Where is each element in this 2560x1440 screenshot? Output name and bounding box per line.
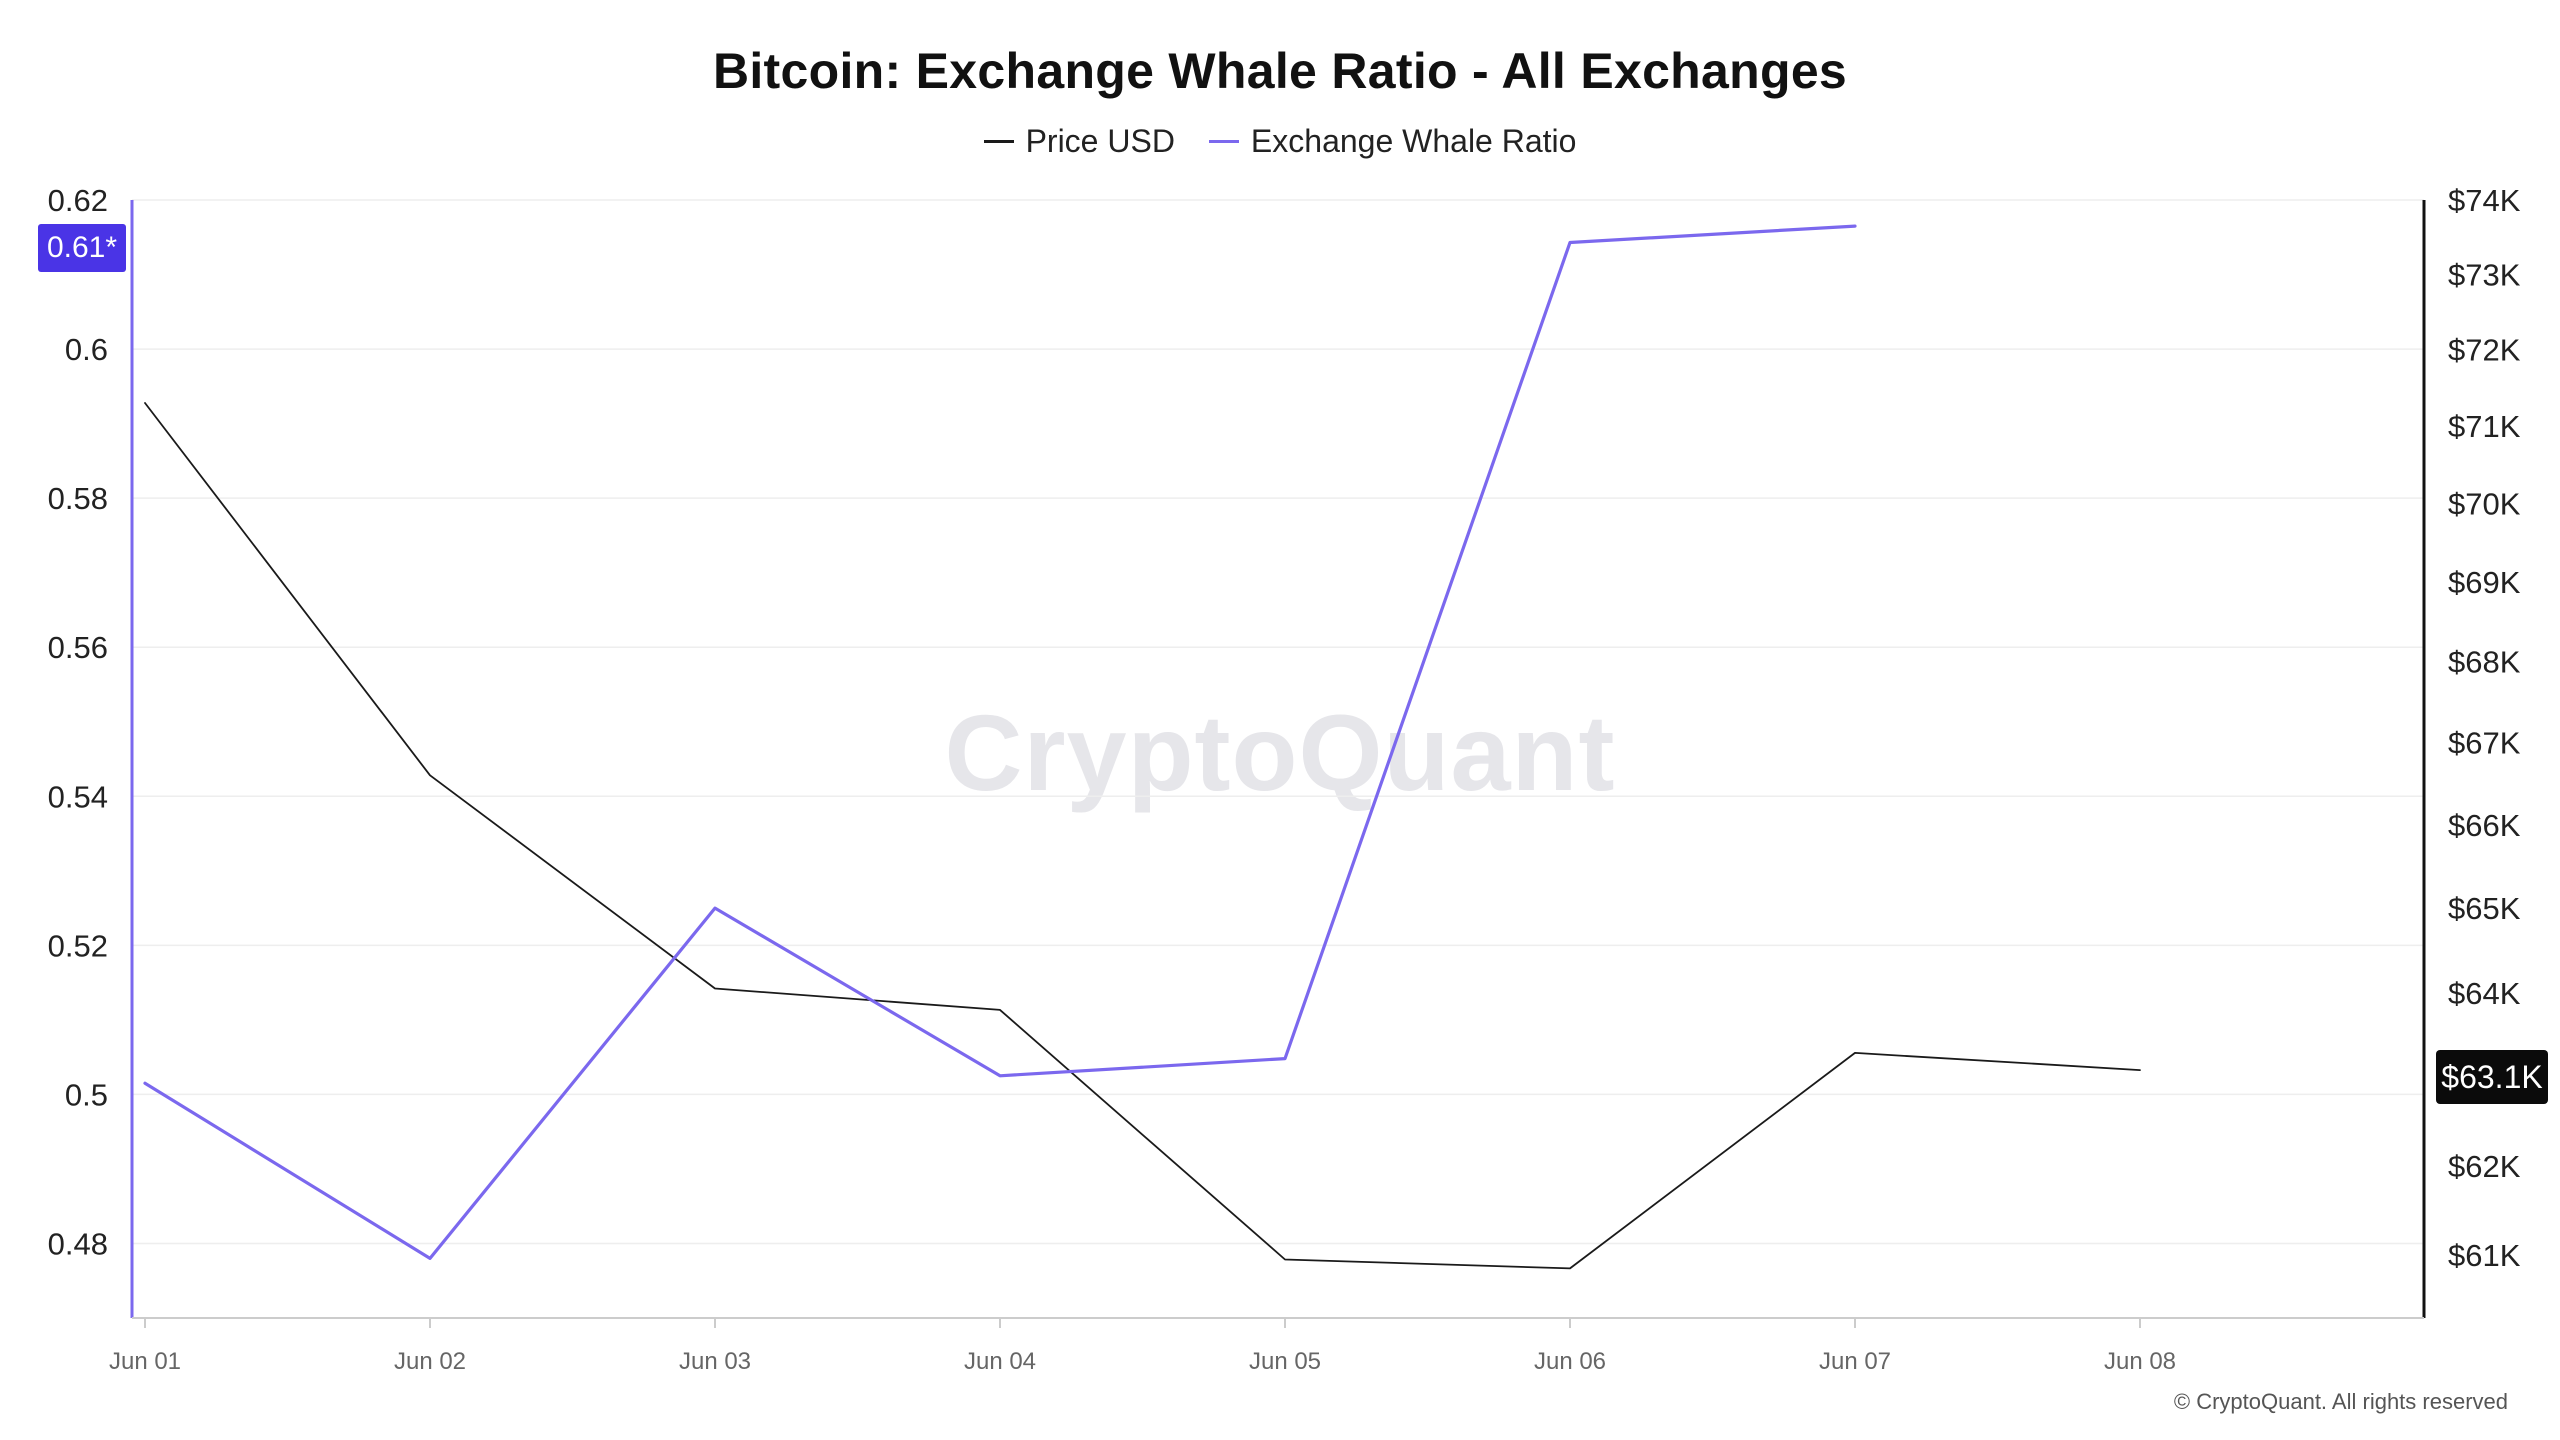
right-tick-label: $69K bbox=[2448, 565, 2521, 600]
x-tick-label: Jun 05 bbox=[1249, 1348, 1321, 1375]
left-tick-label: 0.52 bbox=[48, 928, 108, 963]
copyright-notice: © CryptoQuant. All rights reserved bbox=[2173, 1389, 2508, 1414]
x-tick-label: Jun 06 bbox=[1534, 1348, 1606, 1375]
legend-swatch-whale-ratio bbox=[1208, 140, 1239, 143]
price-point[interactable] bbox=[712, 986, 718, 992]
legend-label-price: Price USD bbox=[1025, 123, 1175, 159]
right-tick-label: $65K bbox=[2448, 891, 2521, 926]
right-tick-label: $73K bbox=[2448, 257, 2521, 292]
x-tick-label: Jun 08 bbox=[2104, 1348, 2176, 1375]
legend-label-whale-ratio: Exchange Whale Ratio bbox=[1250, 123, 1577, 159]
right-tick-label: $61K bbox=[2448, 1238, 2521, 1273]
chart-title: Bitcoin: Exchange Whale Ratio - All Exch… bbox=[712, 43, 1848, 99]
price-point[interactable] bbox=[1282, 1256, 1288, 1262]
whale-ratio-point[interactable] bbox=[1567, 239, 1573, 245]
right-tick-label: $70K bbox=[2448, 486, 2521, 521]
legend-item-whale-ratio[interactable]: Exchange Whale Ratio bbox=[1208, 123, 1577, 160]
price-usd-line[interactable] bbox=[144, 402, 2141, 1270]
whale-ratio-point[interactable] bbox=[712, 905, 718, 911]
right-tick-label: $64K bbox=[2448, 976, 2521, 1011]
price-point[interactable] bbox=[1567, 1265, 1573, 1271]
x-tick-label: Jun 07 bbox=[1819, 1348, 1891, 1375]
whale-ratio-point[interactable] bbox=[1282, 1056, 1288, 1062]
whale-ratio-point[interactable] bbox=[997, 1073, 1003, 1079]
series-lines bbox=[142, 223, 2143, 1271]
price-point[interactable] bbox=[142, 400, 148, 406]
x-tick-label: Jun 01 bbox=[109, 1348, 181, 1375]
x-tick-label: Jun 02 bbox=[394, 1348, 466, 1375]
whale-ratio-point[interactable] bbox=[427, 1255, 433, 1261]
left-tick-label: 0.58 bbox=[48, 481, 108, 516]
right-axis-ticks: $61K $62K $64K $65K $66K $67K $68K $69K $70K $71K… bbox=[2448, 183, 2521, 1273]
right-tick-label: $72K bbox=[2448, 333, 2521, 368]
x-axis-ticks: Jun 01 Jun 02 Jun 03 Jun 04 Jun 05 Jun 06 Jun … bbox=[109, 1318, 2176, 1375]
right-tick-label: $68K bbox=[2448, 645, 2521, 680]
price-point[interactable] bbox=[2137, 1067, 2143, 1073]
price-point[interactable] bbox=[997, 1007, 1003, 1013]
left-tick-label: 0.48 bbox=[48, 1226, 108, 1261]
left-tick-label: 0.5 bbox=[65, 1077, 108, 1112]
whale-ratio-point[interactable] bbox=[1852, 223, 1858, 229]
legend-swatch-price bbox=[983, 140, 1014, 143]
left-tick-label: 0.56 bbox=[48, 630, 108, 665]
watermark: CryptoQuant bbox=[944, 692, 1616, 813]
legend-item-price[interactable]: Price USD bbox=[983, 123, 1175, 160]
right-tick-label: $62K bbox=[2448, 1149, 2521, 1184]
price-point[interactable] bbox=[427, 772, 433, 778]
right-tick-label: $74K bbox=[2448, 183, 2521, 218]
x-tick-label: Jun 03 bbox=[679, 1348, 751, 1375]
left-axis-value-badge: 0.61* bbox=[38, 224, 126, 272]
right-tick-label: $71K bbox=[2448, 409, 2521, 444]
right-tick-label: $67K bbox=[2448, 726, 2521, 761]
whale-ratio-point[interactable] bbox=[142, 1080, 148, 1086]
left-tick-label: 0.6 bbox=[65, 332, 108, 367]
left-axis-ticks: 0.48 0.5 0.52 0.54 0.56 0.58 0.6 0.62 bbox=[48, 183, 108, 1261]
chart-legend: Price USD Exchange Whale Ratio bbox=[0, 123, 2560, 160]
left-tick-label: 0.54 bbox=[48, 779, 108, 814]
right-axis-value-badge: $63.1K bbox=[2436, 1050, 2548, 1104]
whale-ratio-line[interactable] bbox=[143, 224, 1857, 1261]
x-tick-label: Jun 04 bbox=[964, 1348, 1036, 1375]
right-tick-label: $66K bbox=[2448, 808, 2521, 843]
axes bbox=[130, 200, 2426, 1319]
price-point[interactable] bbox=[1852, 1050, 1858, 1056]
grid-lines bbox=[132, 199, 2424, 1245]
left-tick-label: 0.62 bbox=[48, 183, 108, 218]
